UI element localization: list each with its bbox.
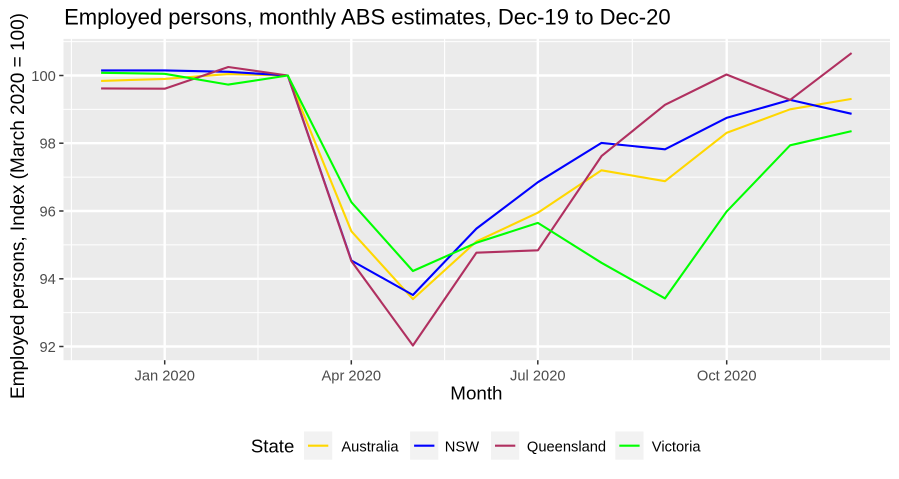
svg-text:96: 96	[39, 204, 55, 220]
svg-text:Month: Month	[450, 383, 502, 404]
svg-text:Oct 2020: Oct 2020	[697, 369, 757, 385]
svg-text:NSW: NSW	[445, 440, 479, 456]
svg-text:Employed persons, Index (March: Employed persons, Index (March 2020 = 10…	[8, 13, 29, 399]
svg-text:Australia: Australia	[341, 440, 399, 456]
svg-text:92: 92	[39, 340, 55, 356]
svg-text:98: 98	[39, 137, 55, 153]
svg-text:Apr 2020: Apr 2020	[321, 369, 381, 385]
svg-text:Jan 2020: Jan 2020	[134, 369, 194, 385]
svg-text:Employed persons, monthly ABS: Employed persons, monthly ABS estimates,…	[64, 5, 671, 30]
svg-text:Victoria: Victoria	[652, 440, 702, 456]
svg-text:Jul 2020: Jul 2020	[510, 369, 566, 385]
svg-text:94: 94	[39, 272, 55, 288]
svg-text:Queensland: Queensland	[527, 440, 606, 456]
svg-text:State: State	[251, 435, 294, 456]
svg-text:100: 100	[31, 69, 56, 85]
